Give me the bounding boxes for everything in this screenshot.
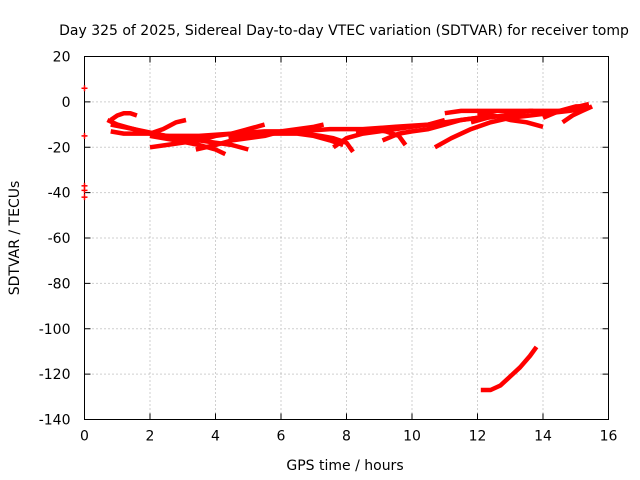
series-arc-18 (561, 104, 594, 125)
series-arc-7 (195, 122, 325, 152)
data-point (81, 132, 88, 139)
x-tick-label: 8 (342, 429, 351, 445)
x-tick-label: 2 (146, 429, 155, 445)
x-tick-label: 16 (600, 429, 618, 445)
x-axis-label: GPS time / hours (286, 458, 403, 474)
y-tick-label: -20 (48, 140, 71, 156)
y-tick-label: -40 (48, 186, 71, 202)
series-arc-9 (303, 131, 355, 154)
series-arc-11 (355, 126, 408, 147)
series-arc-15 (470, 108, 560, 125)
tick-labels: 0 2 4 6 8 10 12 14 16 20 0 -20 -40 -60 -80 -100 -120 -140 (39, 50, 618, 445)
axis-ticks (84, 56, 609, 420)
x-tick-label: 10 (403, 429, 421, 445)
x-tick-label: 14 (534, 429, 552, 445)
series-arc-4 (149, 122, 266, 150)
series-arc-19 (568, 101, 590, 111)
y-tick-label: -80 (48, 276, 71, 292)
series-arc-12 (381, 113, 495, 143)
series-arc-20 (480, 345, 539, 393)
y-tick-label: 20 (53, 50, 71, 66)
x-tick-label: 4 (211, 429, 220, 445)
y-tick-label: -100 (39, 322, 71, 338)
data-point (81, 194, 88, 201)
x-tick-label: 6 (277, 429, 286, 445)
data-point (81, 85, 88, 92)
series-arc-2 (109, 110, 138, 122)
data-point (81, 187, 88, 194)
y-tick-label: 0 (62, 95, 71, 111)
y-tick-label: -60 (48, 231, 71, 247)
x-tick-label: 0 (80, 429, 89, 445)
x-tick-label: 12 (469, 429, 487, 445)
series-arc-16 (477, 110, 544, 129)
series-arc-14 (444, 108, 534, 116)
y-tick-label: -140 (39, 413, 71, 429)
y-tick-label: -120 (39, 367, 71, 383)
series-arc-8 (228, 131, 344, 148)
y-axis-label: SDTVAR / TECUs (7, 181, 23, 296)
data-traces (106, 101, 594, 393)
data-points (81, 85, 88, 201)
series-arc-6 (149, 133, 227, 157)
chart-title: Day 325 of 2025, Sidereal Day-to-day VTE… (59, 23, 629, 39)
